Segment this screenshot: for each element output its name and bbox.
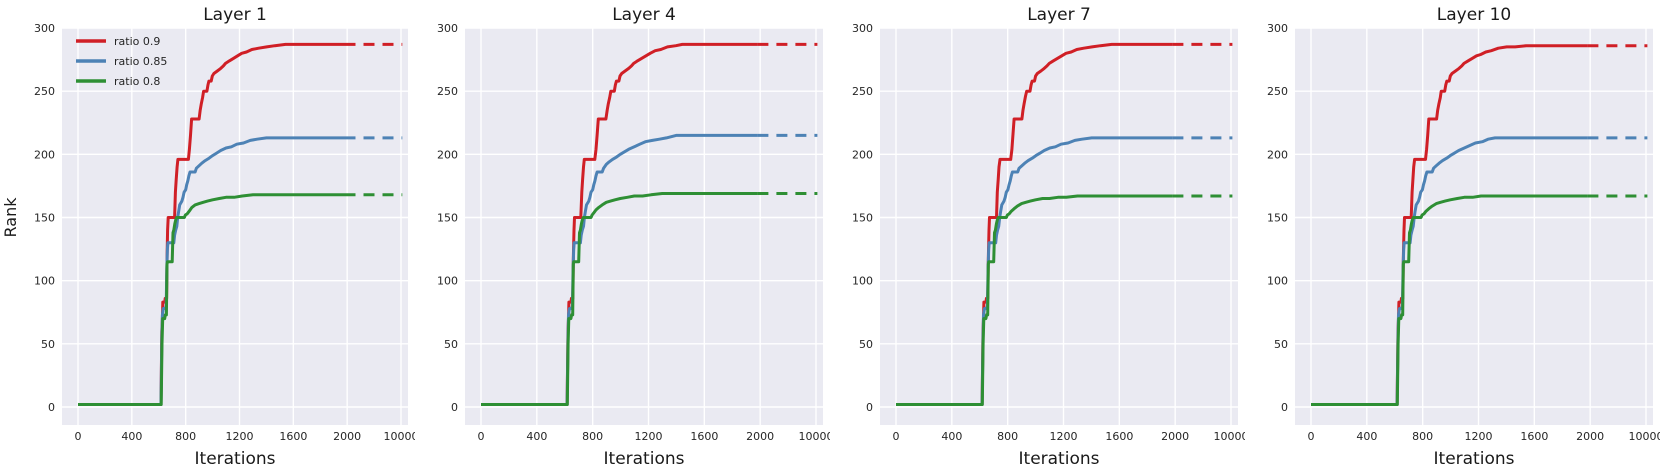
chart-canvas-layer-1: 0 400 800 1200 1600 2000 10000 0 50 100 150 200 250 3… [1, 5, 415, 469]
subplot-title: Layer 7 [1027, 5, 1091, 25]
y-tick-label: 300 [437, 22, 458, 35]
y-tick-label: 0 [451, 401, 458, 414]
x-tick-label: 1200 [226, 430, 254, 443]
y-axis-label: Rank [1, 197, 20, 238]
x-tick-label: 400 [1356, 430, 1377, 443]
x-tick-label: 10000 [1629, 430, 1661, 443]
y-tick-label: 150 [852, 212, 873, 225]
legend-label: ratio 0.9 [114, 35, 160, 48]
y-tick-label: 0 [866, 401, 873, 414]
y-tick-label: 250 [34, 85, 55, 98]
x-tick-label: 1600 [279, 430, 307, 443]
x-tick-label: 10000 [384, 430, 416, 443]
y-tick-label: 100 [437, 275, 458, 288]
x-axis-label: Iterations [1019, 449, 1100, 469]
tick-labels: 0 400 800 1200 1600 2000 10000 0 50 100 150 200 250 3… [34, 22, 415, 443]
x-tick-label: 2000 [1161, 430, 1189, 443]
y-tick-label: 150 [1267, 212, 1288, 225]
subplot-title: Layer 1 [203, 5, 267, 25]
subplot-layer-10: 0 400 800 1200 1600 2000 10000 0 50 100 150 200 250 3… [1245, 0, 1660, 475]
y-tick-label: 300 [1267, 22, 1288, 35]
x-tick-label: 0 [1308, 430, 1315, 443]
chart-canvas-layer-4: 0 400 800 1200 1600 2000 10000 0 50 100 150 200 250 3… [437, 5, 830, 469]
y-tick-label: 50 [41, 338, 55, 351]
gridlines [465, 27, 823, 425]
x-tick-label: 10000 [1214, 430, 1246, 443]
x-tick-label: 0 [478, 430, 485, 443]
x-tick-label: 1200 [1465, 430, 1493, 443]
gridlines [62, 27, 408, 425]
y-tick-label: 200 [437, 148, 458, 161]
y-tick-label: 100 [852, 275, 873, 288]
series-line-ratio-0-8 [896, 194, 1173, 406]
tick-labels: 0 400 800 1200 1600 2000 10000 0 50 100 150 200 250 3… [437, 22, 830, 443]
plot-area [62, 28, 408, 425]
subplot-layer-1: 0 400 800 1200 1600 2000 10000 0 50 100 150 200 250 3… [0, 0, 415, 475]
x-axis-label: Iterations [195, 449, 276, 469]
subplot-title: Layer 10 [1437, 5, 1511, 25]
y-tick-label: 200 [852, 148, 873, 161]
legend: ratio 0.9 ratio 0.85 ratio 0.8 [76, 35, 167, 88]
x-tick-label: 1200 [1050, 430, 1078, 443]
x-tick-label: 800 [582, 430, 603, 443]
y-tick-label: 0 [1281, 401, 1288, 414]
plot-area [465, 28, 823, 425]
y-tick-label: 250 [437, 85, 458, 98]
series-line-ratio-0-8 [1311, 194, 1588, 406]
x-tick-label: 0 [893, 430, 900, 443]
x-axis-label: Iterations [604, 449, 685, 469]
y-tick-label: 100 [1267, 275, 1288, 288]
y-tick-label: 200 [1267, 148, 1288, 161]
x-tick-label: 10000 [799, 430, 831, 443]
legend-label: ratio 0.85 [114, 55, 167, 68]
series-line-ratio-0-8 [481, 192, 758, 406]
plot-area [880, 28, 1238, 425]
x-tick-label: 1600 [1520, 430, 1548, 443]
x-tick-label: 400 [121, 430, 142, 443]
y-tick-label: 100 [34, 275, 55, 288]
x-tick-label: 0 [75, 430, 82, 443]
y-tick-label: 200 [34, 148, 55, 161]
series-line-ratio-0-8 [78, 193, 345, 406]
subplot-title: Layer 4 [612, 5, 676, 25]
x-tick-label: 800 [175, 430, 196, 443]
x-tick-label: 2000 [746, 430, 774, 443]
y-tick-label: 50 [1274, 338, 1288, 351]
y-tick-label: 250 [852, 85, 873, 98]
y-tick-label: 50 [859, 338, 873, 351]
y-tick-label: 150 [34, 212, 55, 225]
y-tick-label: 0 [48, 401, 55, 414]
legend-label: ratio 0.8 [114, 75, 160, 88]
subplot-layer-4: 0 400 800 1200 1600 2000 10000 0 50 100 150 200 250 3… [415, 0, 830, 475]
y-tick-label: 250 [1267, 85, 1288, 98]
x-tick-label: 1600 [1105, 430, 1133, 443]
tick-labels: 0 400 800 1200 1600 2000 10000 0 50 100 150 200 250 3… [1267, 22, 1660, 443]
x-tick-label: 800 [1412, 430, 1433, 443]
x-tick-label: 400 [941, 430, 962, 443]
x-tick-label: 1200 [635, 430, 663, 443]
y-tick-label: 300 [34, 22, 55, 35]
x-tick-label: 400 [526, 430, 547, 443]
y-tick-label: 50 [444, 338, 458, 351]
y-tick-label: 150 [437, 212, 458, 225]
subplot-layer-7: 0 400 800 1200 1600 2000 10000 0 50 100 150 200 250 3… [830, 0, 1245, 475]
tick-labels: 0 400 800 1200 1600 2000 10000 0 50 100 150 200 250 3… [852, 22, 1245, 443]
x-tick-label: 2000 [333, 430, 361, 443]
chart-canvas-layer-10: 0 400 800 1200 1600 2000 10000 0 50 100 150 200 250 3… [1267, 5, 1660, 469]
plot-area [1295, 28, 1653, 425]
chart-canvas-layer-7: 0 400 800 1200 1600 2000 10000 0 50 100 150 200 250 3… [852, 5, 1245, 469]
y-tick-label: 300 [852, 22, 873, 35]
x-tick-label: 1600 [690, 430, 718, 443]
x-tick-label: 2000 [1576, 430, 1604, 443]
gridlines [880, 27, 1238, 425]
x-tick-label: 800 [997, 430, 1018, 443]
gridlines [1295, 27, 1653, 425]
x-axis-label: Iterations [1434, 449, 1515, 469]
